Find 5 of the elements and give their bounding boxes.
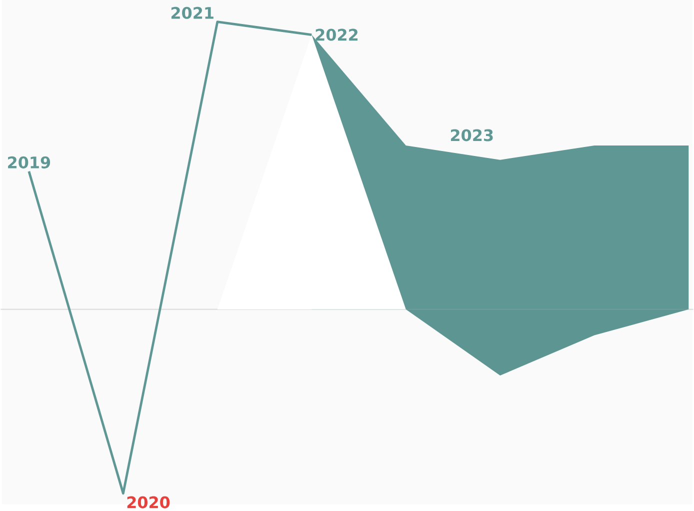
x-tick-label: 2020 <box>127 496 170 508</box>
x-tick-label: 2021 <box>171 6 214 19</box>
annotation: 2023 <box>450 129 493 142</box>
x-tick-label: 2019 <box>8 156 50 168</box>
x-tick-label: 2022 <box>316 28 358 41</box>
